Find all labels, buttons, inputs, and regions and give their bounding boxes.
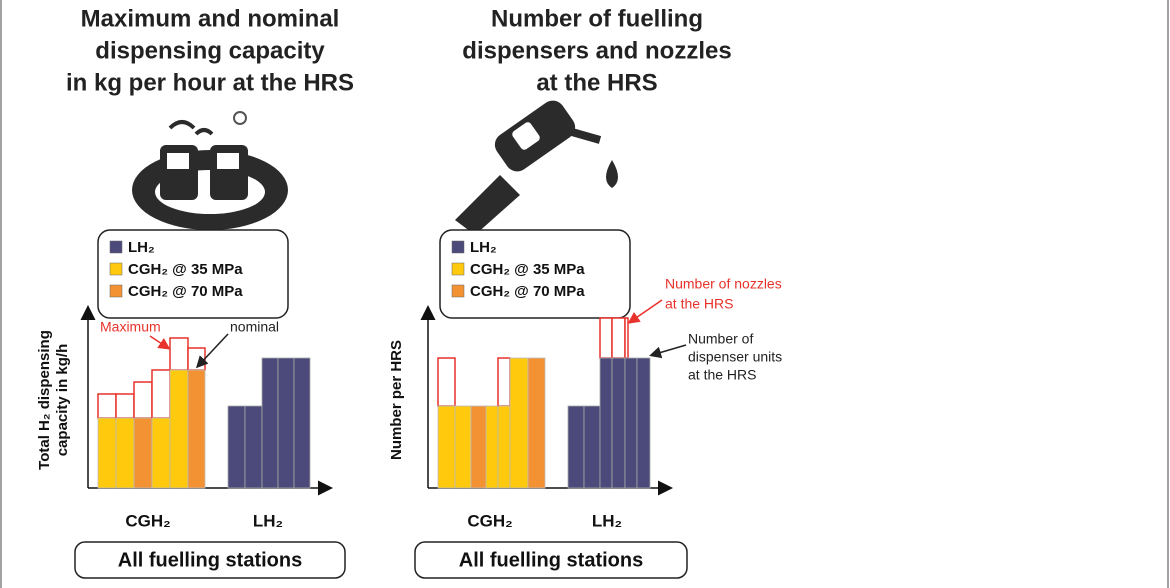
panel-title: Number of fuelling — [491, 5, 703, 32]
footer-box — [414, 541, 688, 579]
legend-label: LH₂ — [128, 239, 155, 256]
annotation: dispenser units — [688, 349, 782, 365]
bar — [437, 405, 456, 489]
x-label: CGH₂ — [467, 511, 512, 530]
footer-box — [74, 541, 346, 579]
legend-box — [439, 229, 631, 319]
bar — [636, 357, 651, 489]
panel-title: dispensers and nozzles — [462, 37, 731, 64]
nozzle-icon — [455, 100, 618, 235]
panel-title: dispensing capacity — [95, 37, 325, 64]
annotation: nominal — [230, 319, 279, 335]
annotation: at the HRS — [665, 296, 733, 312]
y-axis-label: capacity in kg/h — [54, 344, 71, 457]
legend-label: CGH₂ @ 35 MPa — [470, 261, 585, 278]
legend-label: CGH₂ @ 35 MPa — [128, 261, 243, 278]
bar — [497, 405, 511, 489]
max-outline — [133, 381, 153, 419]
annotation: Maximum — [100, 319, 161, 335]
bar — [227, 405, 246, 489]
bar — [485, 405, 499, 489]
legend-swatch — [109, 240, 123, 254]
panel-title: at the HRS — [536, 69, 657, 96]
max-outline — [169, 337, 189, 371]
footer-label: All fuelling stations — [118, 549, 302, 571]
max-outline — [599, 317, 613, 359]
bar — [624, 357, 638, 489]
bar — [509, 357, 529, 489]
annotation-arrow — [627, 299, 663, 324]
bar — [261, 357, 279, 489]
legend-swatch — [451, 240, 465, 254]
bar — [151, 417, 171, 489]
y-axis-label: Total H₂ dispensing — [36, 330, 53, 470]
legend-swatch — [109, 284, 123, 298]
legend-box — [97, 229, 289, 319]
panel-title: Maximum and nominal — [81, 5, 340, 32]
max-outline — [151, 369, 171, 419]
bar — [115, 417, 135, 489]
bar — [277, 357, 295, 489]
bar — [611, 357, 626, 489]
x-label: LH₂ — [592, 511, 622, 530]
legend-label: CGH₂ @ 70 MPa — [470, 283, 585, 300]
max-outline — [624, 317, 629, 359]
bar — [187, 369, 206, 489]
footer-label: All fuelling stations — [459, 549, 643, 571]
legend-swatch — [451, 284, 465, 298]
bar — [470, 405, 488, 489]
x-label: LH₂ — [253, 511, 283, 530]
legend-swatch — [451, 262, 465, 276]
bar — [169, 369, 189, 489]
bar — [293, 357, 311, 489]
max-outline — [187, 347, 206, 371]
max-outline — [497, 357, 511, 407]
y-axis-label: Number per HRS — [388, 340, 405, 460]
bar — [133, 417, 153, 489]
bar — [599, 357, 613, 489]
bar — [527, 357, 546, 489]
panel-title: in kg per hour at the HRS — [66, 69, 354, 96]
legend-label: LH₂ — [470, 239, 497, 256]
bar — [583, 405, 601, 489]
annotation: Number of nozzles — [665, 276, 782, 292]
annotation-arrow — [649, 344, 687, 359]
bar — [244, 405, 263, 489]
max-outline — [115, 393, 135, 419]
max-outline — [97, 393, 117, 419]
annotation: at the HRS — [688, 367, 756, 383]
annotation: Number of — [688, 331, 753, 347]
bar — [97, 417, 117, 489]
bar — [567, 405, 585, 489]
annotation-arrow — [195, 333, 229, 369]
dispenser-icon — [132, 111, 288, 230]
max-outline — [437, 357, 456, 407]
bar — [454, 405, 472, 489]
x-label: CGH₂ — [125, 511, 170, 530]
legend-swatch — [109, 262, 123, 276]
max-outline — [611, 317, 626, 359]
legend-label: CGH₂ @ 70 MPa — [128, 283, 243, 300]
annotation-arrow — [149, 335, 171, 350]
